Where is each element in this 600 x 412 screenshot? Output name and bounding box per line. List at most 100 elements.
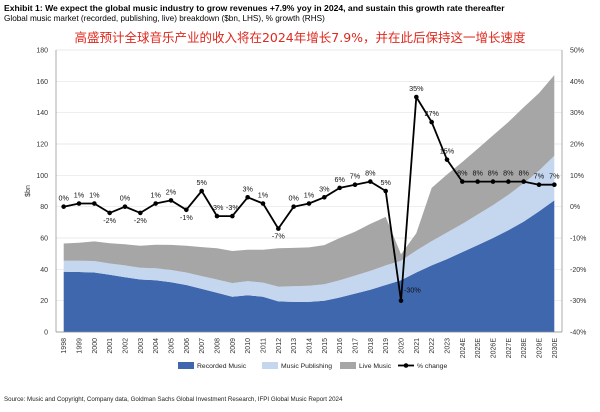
growth-point [414, 94, 419, 100]
growth-point [61, 204, 66, 209]
area-publishing [63, 155, 555, 302]
growth-point [107, 210, 112, 216]
x-tick-label: 2002 [123, 338, 130, 354]
growth-data-label: 1% [258, 191, 269, 200]
x-tick-label: 2013 [291, 338, 298, 354]
growth-data-label: 3% [242, 184, 253, 193]
x-tick-label: 2019 [383, 338, 390, 354]
x-tick-label: 2029E [537, 338, 544, 359]
x-tick-label: 2015 [322, 338, 329, 354]
chart-subtitle: Global music market (recorded, publishin… [4, 14, 325, 23]
growth-point [230, 213, 235, 219]
growth-point [276, 226, 281, 231]
source-note: Source: Music and Copyright, Company dat… [4, 396, 343, 403]
legend-swatch-recorded [178, 362, 194, 369]
growth-data-label: 7% [534, 172, 545, 181]
x-tick-label: 1998 [61, 338, 68, 354]
growth-point [552, 182, 557, 188]
growth-point [153, 201, 158, 206]
growth-point [460, 179, 465, 184]
growth-point [199, 188, 204, 194]
growth-data-label: 1% [304, 191, 315, 200]
x-tick-label: 1999 [77, 338, 84, 354]
x-tick-label: 2022 [429, 338, 436, 354]
legend-label-live: Live Music [359, 363, 392, 370]
growth-data-label: 8% [365, 169, 376, 178]
y-tick-label: 40 [40, 267, 48, 274]
x-tick-label: 2006 [184, 338, 191, 354]
x-tick-label: 2000 [92, 338, 99, 354]
growth-data-label: -3% [226, 203, 239, 212]
y2-tick-label: 40% [570, 79, 584, 86]
x-tick-label: 2017 [353, 338, 360, 354]
x-tick-label: 2008 [215, 338, 222, 354]
x-tick-label: 2020 [399, 338, 406, 354]
growth-point [122, 204, 128, 209]
growth-point [352, 182, 358, 188]
x-tick-label: 2007 [199, 338, 206, 354]
chart-title: Exhibit 1: We expect the global music in… [4, 3, 505, 13]
x-tick-label: 2027E [506, 338, 513, 359]
x-tick-label: 2001 [107, 338, 114, 354]
x-tick-label: 2025E [475, 338, 482, 359]
growth-point [368, 179, 373, 184]
x-tick-label: 2012 [276, 338, 283, 354]
y-tick-label: 60 [40, 236, 48, 243]
growth-data-label: 8% [472, 169, 483, 178]
growth-point [306, 201, 312, 206]
y-tick-label: 140 [36, 110, 48, 117]
growth-data-label: 7% [350, 172, 361, 181]
x-tick-label: 2004 [153, 338, 160, 354]
y-tick-label: 120 [36, 142, 48, 149]
y2-tick-label: -10% [570, 236, 586, 243]
growth-point [245, 194, 250, 200]
legend-swatch-live [340, 362, 356, 369]
growth-data-label: 35% [409, 84, 424, 93]
growth-point [444, 157, 450, 162]
growth-point [92, 201, 97, 206]
y-axis-label: $bn [25, 185, 32, 197]
growth-data-label: 8% [457, 169, 468, 178]
growth-data-label: 2% [166, 187, 177, 196]
growth-point [260, 201, 266, 206]
growth-data-label: 6% [334, 175, 345, 184]
growth-point [322, 194, 327, 200]
x-tick-label: 2023 [445, 338, 452, 354]
growth-data-label: 8% [503, 169, 514, 178]
growth-data-label: 5% [196, 178, 207, 187]
growth-point [138, 210, 143, 216]
y2-tick-label: -20% [570, 267, 586, 274]
x-tick-label: 2005 [169, 338, 176, 354]
x-tick-label: 2028E [521, 338, 528, 359]
x-tick-label: 2010 [245, 338, 252, 354]
growth-data-label: 5% [380, 178, 391, 187]
growth-data-label: 8% [488, 169, 499, 178]
x-tick-label: 2021 [414, 338, 421, 354]
x-tick-label: 2026E [491, 338, 498, 359]
growth-data-label: 0% [288, 194, 299, 203]
legend-label-recorded: Recorded Music [197, 363, 247, 370]
y2-tick-label: -40% [570, 330, 586, 337]
chinese-caption: 高盛预计全球音乐产业的收入将在2024年增长7.9%，并在此后保持这一增长速度 [74, 30, 526, 45]
area-recorded [63, 200, 555, 332]
legend-swatch-publishing [262, 362, 278, 369]
growth-data-label: 8% [518, 169, 529, 178]
growth-point [184, 207, 189, 213]
growth-data-label: 1% [89, 191, 100, 200]
growth-data-label: -2% [103, 216, 116, 225]
growth-data-label: 3% [319, 184, 330, 193]
legend-label-publishing: Music Publishing [281, 363, 332, 370]
x-tick-label: 2024E [460, 338, 467, 359]
x-tick-label: 2014 [307, 338, 314, 354]
x-tick-label: 2016 [337, 338, 344, 354]
growth-point [76, 201, 82, 206]
growth-data-label: 0% [120, 194, 131, 203]
growth-data-label: -7% [272, 232, 285, 241]
legend-label-growth: % change [417, 363, 447, 370]
x-tick-label: 2018 [368, 338, 375, 354]
y2-tick-label: 0% [570, 204, 580, 211]
growth-data-label: -30% [404, 286, 421, 295]
growth-data-label: 15% [440, 147, 455, 156]
growth-data-label: 1% [74, 191, 85, 200]
